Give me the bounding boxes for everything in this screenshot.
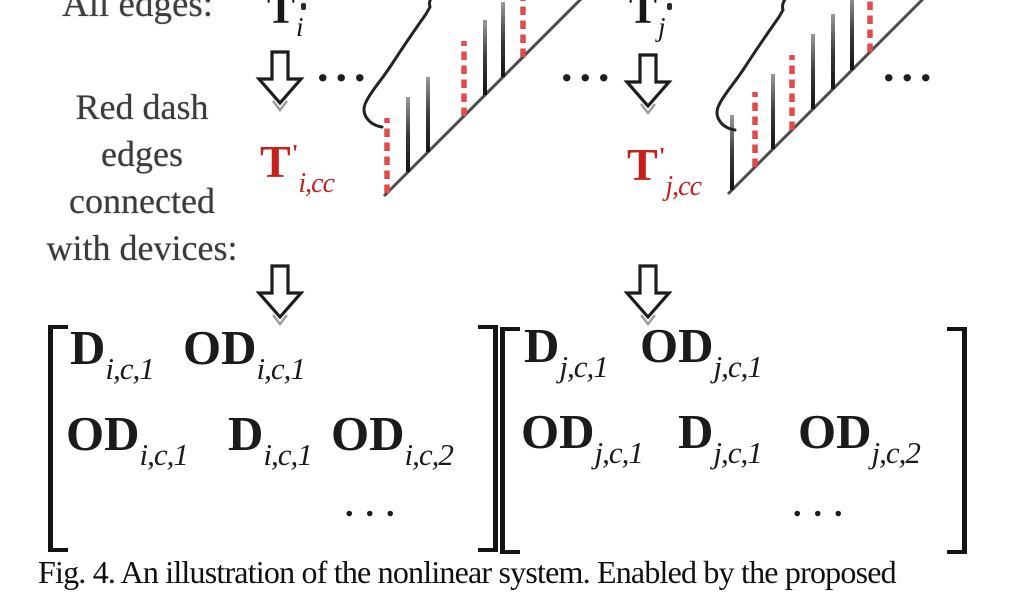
t-j-subscript: j: [658, 12, 666, 42]
prime-mark: ': [291, 141, 299, 167]
prime-mark: ': [658, 144, 666, 170]
matrix-left-open-bracket: [48, 325, 68, 552]
symbol-t-j: Tj: [629, 0, 666, 41]
t-i-subscript: i: [296, 12, 304, 42]
matrix-entry: ODj,c,2: [798, 404, 921, 470]
solid-edge: [426, 77, 430, 152]
down-arrow-icon: [257, 264, 303, 326]
ellipsis-dots: ...: [883, 40, 939, 91]
symbol-t-i: Ti: [267, 0, 304, 41]
matrix-entry: ODi,c,1: [183, 320, 306, 386]
matrix-entry: ODi,c,1: [66, 406, 189, 472]
matrix-entry: Dj,c,1: [524, 318, 609, 384]
solid-edge: [483, 20, 487, 95]
t-j-base: T: [629, 0, 658, 33]
solid-edge: [831, 14, 835, 89]
solid-edge: [501, 2, 505, 77]
matrix-ellipsis: ...: [793, 487, 855, 524]
t-j-cc-subscript: j,cc: [665, 171, 702, 202]
red-dash-edges-label: Red dash edges connected with devices:: [28, 84, 256, 272]
matrix-ellipsis: ...: [345, 487, 407, 524]
solid-edge: [850, 0, 854, 70]
matrix-right-open-bracket: [500, 327, 520, 554]
label-line: connected: [69, 181, 215, 221]
all-edges-label: All edges:: [62, 0, 214, 25]
figure-caption: Fig. 4. An illustration of the nonlinear…: [38, 554, 897, 590]
down-arrow-icon: [625, 53, 671, 115]
matrix-entry: Di,c,1: [228, 406, 313, 472]
matrix-entry: Dj,c,1: [678, 404, 763, 470]
label-line: with devices:: [46, 228, 238, 268]
down-arrow-icon: [625, 264, 671, 326]
matrix-entry: ODi,c,2: [331, 406, 454, 472]
label-line: Red dash: [75, 87, 209, 127]
matrix-left-close-bracket: [478, 325, 498, 552]
ellipsis-dots: ...: [317, 40, 373, 91]
matrix-entry: Di,c,1: [70, 320, 155, 386]
matrix-entry: ODj,c,1: [640, 318, 763, 384]
comb-structure-i: [382, 0, 583, 198]
t-i-base: T: [267, 0, 296, 33]
matrix-entry: ODj,c,1: [521, 404, 644, 470]
comb-baseline: [382, 0, 583, 198]
ink-dot: [301, 3, 306, 10]
ink-dot: [667, 3, 672, 10]
comb-structure-j: [726, 0, 925, 196]
t-i-cc-base: T: [260, 136, 291, 187]
down-arrow-icon: [257, 50, 303, 112]
t-i-cc-subscript: i,cc: [298, 168, 335, 199]
symbol-t-j-cc: T'j,cc: [627, 139, 702, 201]
t-j-cc-base: T: [627, 139, 658, 190]
solid-edge: [771, 74, 775, 149]
symbol-t-i-cc: T'i,cc: [260, 136, 335, 198]
label-line: edges: [101, 134, 183, 174]
solid-edge: [811, 34, 815, 109]
ellipsis-dots: ...: [561, 40, 617, 91]
solid-edge: [406, 97, 410, 172]
solid-edge: [730, 115, 734, 190]
brace-i: [362, 0, 474, 129]
matrix-right-close-bracket: [947, 327, 967, 554]
